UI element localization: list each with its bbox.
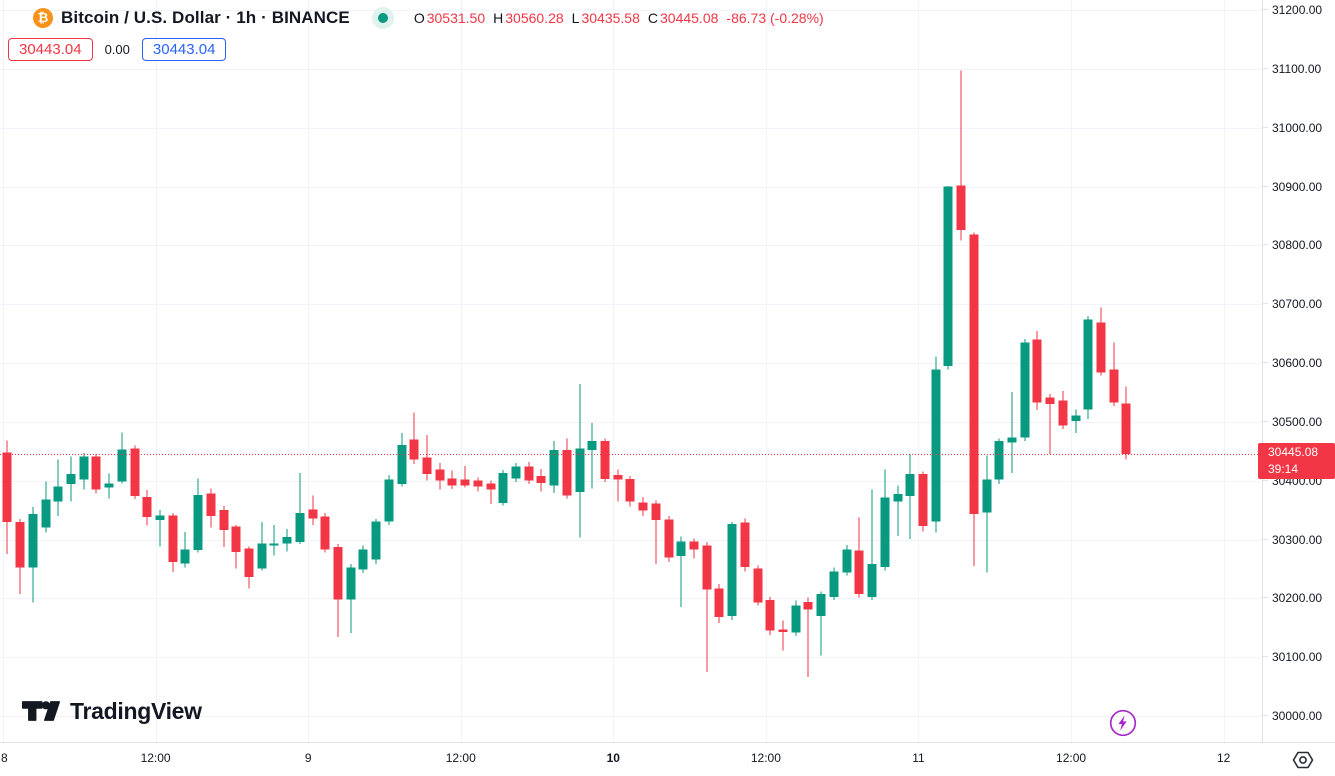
open-label: O [413, 10, 425, 26]
tradingview-logo-text: TradingView [70, 697, 202, 724]
market-status-dot [377, 13, 388, 23]
price-labels-row: 30443.04 0.00 30443.04 [8, 38, 227, 61]
time-axis-label: 12 [1216, 751, 1231, 765]
time-axis-label: 9 [304, 751, 312, 765]
spread-zero-label: 0.00 [104, 42, 130, 57]
close-label: C [647, 10, 658, 26]
market-status-icon[interactable] [371, 7, 394, 29]
time-axis-label: 10 [606, 751, 620, 765]
price-axis[interactable]: 31200.00 31100.00 31000.00 30900.00 30800.00… [1262, 0, 1335, 742]
high-value: 30560.28 [505, 10, 564, 26]
price-label-blue[interactable]: 30443.04 [141, 38, 227, 61]
price-label-red[interactable]: 30443.04 [8, 38, 93, 61]
chart-legend: ₿ Bitcoin / U.S. Dollar · 1h · BINANCE O… [33, 6, 824, 30]
tradingview-logo[interactable]: TradingView [22, 697, 202, 725]
low-value: 30435.58 [581, 10, 640, 26]
price-axis-label: 31000.00 [1263, 120, 1335, 136]
price-axis-label: 30900.00 [1263, 179, 1335, 195]
time-axis-label: 12:00 [1056, 751, 1087, 765]
hex-gear-icon [1292, 751, 1314, 769]
bitcoin-icon: ₿ [33, 8, 53, 28]
close-value: 30445.08 [660, 10, 719, 26]
price-axis-label: 30200.00 [1263, 590, 1335, 606]
chart-grid [0, 0, 1262, 742]
time-axis-label: 12:00 [140, 751, 171, 765]
price-axis-label: 30800.00 [1263, 237, 1335, 253]
boost-button[interactable] [1109, 709, 1137, 737]
ohlc-legend: O 30531.50 H 30560.28 L 30435.58 C 30445.08 … [414, 10, 824, 26]
price-axis-label: 30100.00 [1263, 649, 1335, 665]
price-axis-label: 31100.00 [1263, 61, 1335, 77]
price-axis-label: 30600.00 [1263, 355, 1335, 371]
price-chart-canvas[interactable] [0, 0, 1262, 742]
open-value: 30531.50 [426, 10, 486, 26]
time-axis-label: 11 [912, 751, 925, 765]
last-price-tag: 30445.08 39:14 [1258, 443, 1335, 480]
time-axis[interactable]: 8 12:00 9 12:00 10 12:00 11 12:00 12 [0, 742, 1335, 776]
price-axis-label: 30500.00 [1263, 414, 1335, 430]
price-axis-label: 30700.00 [1263, 296, 1335, 312]
tradingview-logo-icon [22, 701, 60, 721]
price-scale-settings-button[interactable] [1290, 747, 1316, 773]
price-axis-label: 30300.00 [1263, 532, 1335, 548]
candlestick-series [2, 70, 1131, 678]
last-price-value: 30445.08 [1268, 445, 1319, 460]
time-axis-label: 12:00 [445, 751, 476, 765]
low-label: L [571, 10, 580, 26]
time-axis-label: 8 [1, 751, 8, 765]
price-axis-label: 31200.00 [1263, 2, 1335, 18]
symbol-title[interactable]: Bitcoin / U.S. Dollar · 1h · BINANCE [61, 8, 350, 27]
change-value: -86.73 (-0.28%) [726, 10, 824, 26]
bar-countdown: 39:14 [1268, 462, 1299, 477]
time-axis-label: 12:00 [750, 751, 781, 765]
lightning-icon [1109, 709, 1137, 737]
high-label: H [493, 10, 504, 26]
price-axis-label: 30000.00 [1263, 708, 1335, 724]
